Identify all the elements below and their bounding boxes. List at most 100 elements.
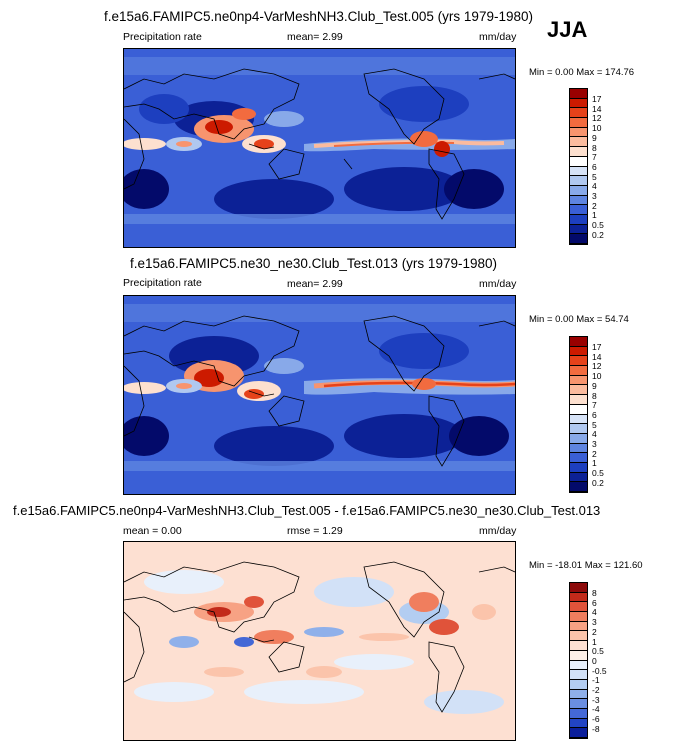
panel2-precip-field (124, 296, 515, 494)
colorbar-tick-label: 6 (592, 598, 597, 608)
colorbar-tick-label: 14 (592, 352, 602, 362)
colorbar-cell (570, 462, 587, 473)
panel2-mean-label: mean= 2.99 (287, 278, 343, 290)
colorbar-cell (570, 108, 587, 119)
panel3-map (123, 541, 516, 741)
colorbar-cell (570, 185, 587, 196)
colorbar-cell (570, 424, 587, 434)
panel1-units-label: mm/day (479, 31, 517, 43)
colorbar-tick-label: 8 (592, 391, 597, 401)
colorbar-tick-label: -2 (592, 685, 600, 695)
panel1-variable-label: Precipitation rate (123, 31, 202, 43)
colorbar-cell (570, 650, 587, 661)
colorbar-tick-label: 12 (592, 361, 602, 371)
colorbar-cell (570, 433, 587, 444)
colorbar-cell (570, 612, 587, 622)
colorbar-cell (570, 482, 587, 492)
colorbar-cell (570, 395, 587, 405)
panel2-minmax: Min = 0.00 Max = 54.74 (529, 314, 629, 325)
colorbar-cell (570, 356, 587, 367)
colorbar-tick-label: 7 (592, 400, 597, 410)
colorbar-cell (570, 89, 587, 99)
colorbar-cell (570, 472, 587, 483)
colorbar-cell (570, 166, 587, 177)
panel1-minmax: Min = 0.00 Max = 174.76 (529, 67, 635, 78)
colorbar-tick-label: 9 (592, 133, 597, 143)
colorbar-cell (570, 156, 587, 167)
colorbar-cell (570, 346, 587, 357)
colorbar-cell (570, 205, 587, 215)
colorbar-tick-label: 2 (592, 627, 597, 637)
colorbar-cell (570, 621, 587, 632)
colorbar-tick-label: 9 (592, 381, 597, 391)
colorbar-cell (570, 147, 587, 157)
colorbar-cell (570, 660, 587, 671)
colorbar-cell (570, 214, 587, 225)
panel3-units-label: mm/day (479, 525, 517, 537)
colorbar-tick-label: 8 (592, 588, 597, 598)
colorbar-cell (570, 583, 587, 593)
colorbar-tick-label: -3 (592, 695, 600, 705)
colorbar-cell (570, 718, 587, 729)
panel3-rmse-label: rmse = 1.29 (287, 525, 343, 537)
colorbar-tick-label: 1 (592, 637, 597, 647)
colorbar-cell (570, 453, 587, 463)
colorbar-cell (570, 176, 587, 186)
panel1-mean-label: mean= 2.99 (287, 31, 343, 43)
colorbar-tick-label: 12 (592, 113, 602, 123)
colorbar-cell (570, 689, 587, 700)
colorbar-tick-label: 3 (592, 191, 597, 201)
panel1-precip-field (124, 49, 515, 247)
panel1-colorbar: 17 14 12 10 9 8 7 6 5 4 3 2 1 0.5 0.2 (569, 88, 604, 245)
colorbar-tick-label: 0 (592, 656, 597, 666)
colorbar-tick-label: 8 (592, 143, 597, 153)
colorbar-tick-label: 14 (592, 104, 602, 114)
colorbar-cell (570, 127, 587, 138)
colorbar-tick-label: 10 (592, 123, 602, 133)
colorbar-tick-label: 0.5 (592, 646, 604, 656)
colorbar-tick-label: 2 (592, 201, 597, 211)
colorbar-cell (570, 670, 587, 680)
panel2-units-label: mm/day (479, 278, 517, 290)
colorbar-tick-label: 0.2 (592, 478, 604, 488)
panel3-title: f.e15a6.FAMIPC5.ne0np4-VarMeshNH3.Club_T… (13, 503, 601, 518)
colorbar-tick-label: 17 (592, 342, 602, 352)
colorbar-cell (570, 414, 587, 425)
colorbar-cell (570, 602, 587, 613)
colorbar-tick-label: 6 (592, 162, 597, 172)
colorbar-tick-label: 5 (592, 420, 597, 430)
colorbar-cell (570, 404, 587, 415)
panel3-difference-field (124, 542, 515, 740)
colorbar-tick-label: 5 (592, 172, 597, 182)
panel2-variable-label: Precipitation rate (123, 277, 202, 289)
colorbar-tick-label: 17 (592, 94, 602, 104)
colorbar-cell (570, 98, 587, 109)
colorbar-tick-label: 3 (592, 439, 597, 449)
colorbar-tick-label: 3 (592, 617, 597, 627)
colorbar-tick-label: -0.5 (592, 666, 607, 676)
colorbar-cell (570, 443, 587, 454)
colorbar-cell (570, 195, 587, 206)
colorbar-tick-label: 6 (592, 410, 597, 420)
colorbar-cell (570, 375, 587, 386)
panel3-mean-label: mean = 0.00 (123, 525, 182, 537)
colorbar-tick-label: 4 (592, 607, 597, 617)
colorbar-tick-label: -4 (592, 704, 600, 714)
colorbar-tick-label: 1 (592, 210, 597, 220)
colorbar-tick-label: 0.5 (592, 220, 604, 230)
colorbar-cell (570, 728, 587, 738)
colorbar-cell (570, 337, 587, 347)
colorbar-tick-label: 1 (592, 458, 597, 468)
colorbar-cell (570, 699, 587, 709)
panel1-title: f.e15a6.FAMIPC5.ne0np4-VarMeshNH3.Club_T… (104, 9, 533, 24)
colorbar-tick-label: 10 (592, 371, 602, 381)
colorbar-tick-label: 0.5 (592, 468, 604, 478)
colorbar-cell (570, 641, 587, 651)
colorbar-cell (570, 137, 587, 148)
panel1-map (123, 48, 516, 248)
colorbar-tick-label: 2 (592, 449, 597, 459)
colorbar-tick-label: 4 (592, 429, 597, 439)
colorbar-cell (570, 385, 587, 396)
season-label: JJA (547, 17, 588, 42)
colorbar-tick-label: -6 (592, 714, 600, 724)
